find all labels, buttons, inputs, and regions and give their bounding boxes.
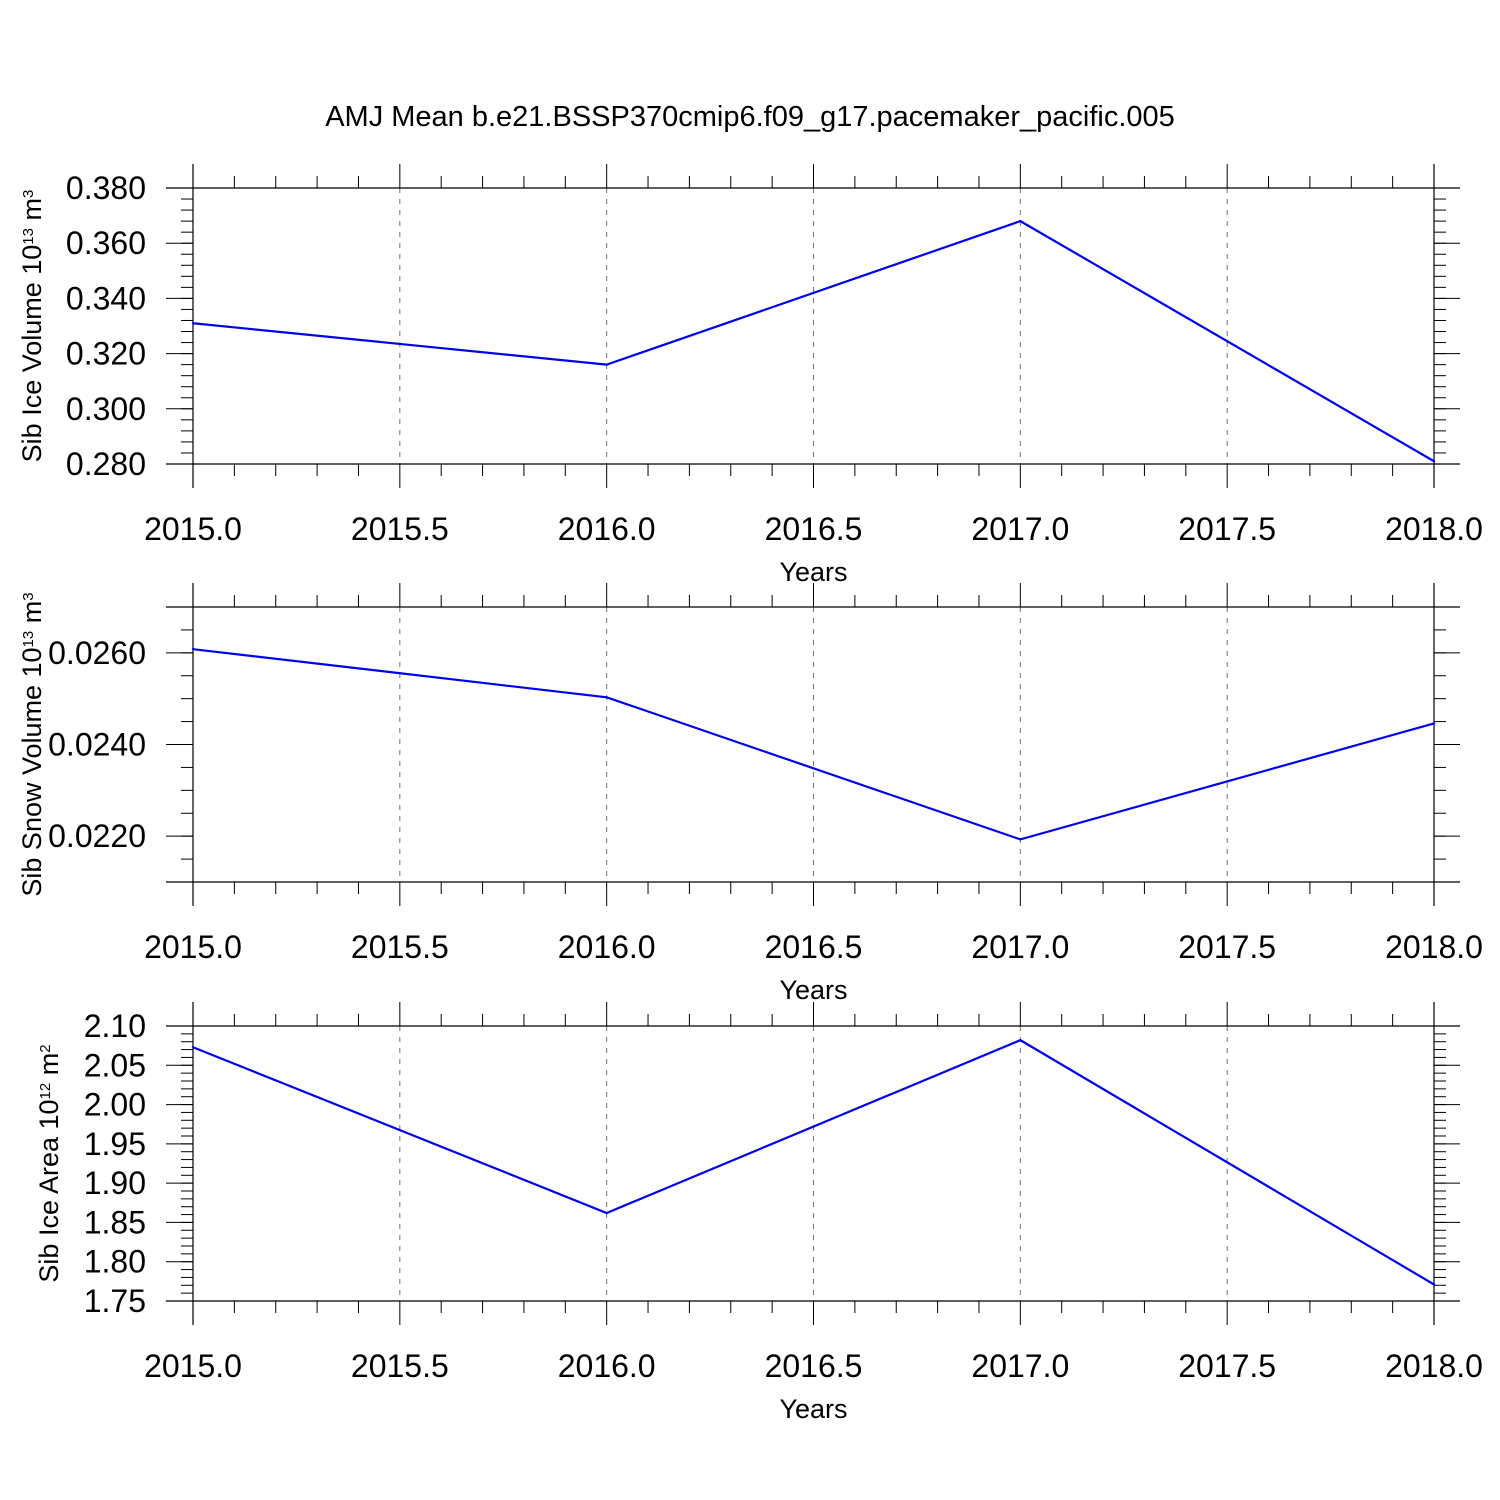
y-tick-label: 0.360 — [66, 225, 146, 261]
y-tick-label: 2.00 — [84, 1087, 146, 1123]
y-axis-title-superscript: 2 — [37, 1044, 54, 1052]
x-tick-label: 2016.0 — [558, 1348, 656, 1384]
y-axis-title-part: m — [17, 601, 47, 631]
data-point — [191, 1046, 195, 1049]
x-tick-label: 2017.0 — [971, 511, 1069, 547]
y-axis-title-superscript: 13 — [20, 228, 37, 245]
y-tick-label: 0.280 — [66, 446, 146, 482]
data-point — [1432, 460, 1436, 463]
y-axis-title-part: Sib Ice Volume 10 — [17, 245, 47, 463]
data-point — [605, 696, 608, 699]
x-tick-label: 2015.0 — [144, 511, 242, 547]
panel-1: 0.280 0.300 0.320 0.340 0.360 0.380 2015.0 2015… — [17, 164, 1483, 587]
x-tick-label: 2015.5 — [351, 1348, 449, 1384]
y-tick-label: 1.80 — [84, 1244, 146, 1280]
y-axis-title-part: Sib Snow Volume 10 — [17, 647, 47, 896]
series-line — [192, 648, 1435, 841]
y-axis-title: Sib Ice Area 1012 m2 — [34, 1044, 64, 1282]
y-tick-label: 2.05 — [84, 1047, 146, 1083]
series-line — [192, 1038, 1435, 1286]
data-point — [191, 322, 195, 325]
data-point — [1019, 838, 1022, 841]
y-tick-label: 1.95 — [84, 1126, 146, 1162]
y-axis-title-part: m — [17, 198, 47, 228]
y-tick-label: 0.320 — [66, 336, 146, 372]
y-axis-title-superscript: 13 — [20, 631, 37, 648]
data-point — [1019, 219, 1022, 223]
x-tick-label: 2017.5 — [1178, 929, 1276, 965]
x-tick-label: 2015.5 — [351, 511, 449, 547]
y-tick-label: 2.10 — [84, 1008, 146, 1044]
x-tick-label: 2017.5 — [1178, 1348, 1276, 1384]
y-tick-label: 0.0220 — [48, 818, 146, 854]
x-tick-label: 2016.5 — [765, 1348, 863, 1384]
y-tick-label: 1.90 — [84, 1165, 146, 1201]
y-tick-label: 0.340 — [66, 280, 146, 316]
y-axis-title-superscript: 12 — [37, 1083, 54, 1100]
x-tick-label: 2018.0 — [1385, 511, 1483, 547]
y-axis-title-superscript: 3 — [20, 592, 37, 600]
y-tick-label: 0.380 — [66, 170, 146, 206]
x-axis-title: Years — [779, 1394, 847, 1424]
y-tick-label: 0.0260 — [48, 635, 146, 671]
x-tick-label: 2016.0 — [558, 929, 656, 965]
y-axis-title-part: m — [34, 1053, 64, 1083]
x-tick-label: 2016.0 — [558, 511, 656, 547]
data-point — [605, 363, 608, 366]
y-axis-title-superscript: 3 — [20, 190, 37, 198]
panels: 0.280 0.300 0.320 0.340 0.360 0.380 2015.0 2015… — [17, 164, 1483, 1424]
data-point — [1432, 1283, 1436, 1286]
panel-3: 1.751.80 1.851.901.952.00 2.052.10 2015.0 20… — [34, 1002, 1483, 1424]
figure-title: AMJ Mean b.e21.BSSP370cmip6.f09_g17.pace… — [325, 101, 1175, 133]
y-tick-label: 1.85 — [84, 1204, 146, 1240]
y-axis-title-part: Sib Ice Area 10 — [34, 1099, 64, 1282]
x-tick-label: 2016.5 — [765, 511, 863, 547]
x-axis-title: Years — [779, 557, 847, 587]
x-tick-label: 2017.0 — [971, 1348, 1069, 1384]
data-point — [1019, 1038, 1022, 1042]
data-point — [605, 1211, 608, 1215]
x-tick-label: 2017.5 — [1178, 511, 1276, 547]
y-axis-title: Sib Ice Volume 1013 m3 — [17, 190, 47, 463]
x-tick-label: 2015.0 — [144, 929, 242, 965]
series-line — [192, 219, 1435, 463]
x-axis-title: Years — [779, 975, 847, 1005]
x-tick-label: 2016.5 — [765, 929, 863, 965]
x-tick-label: 2017.0 — [971, 929, 1069, 965]
x-tick-label: 2018.0 — [1385, 929, 1483, 965]
y-tick-label: 0.0240 — [48, 727, 146, 763]
data-point — [1432, 722, 1436, 725]
x-tick-label: 2018.0 — [1385, 1348, 1483, 1384]
y-tick-label: 0.300 — [66, 391, 146, 427]
y-tick-label: 1.75 — [84, 1283, 146, 1319]
y-axis-title: Sib Snow Volume 1013 m3 — [17, 592, 47, 896]
x-tick-label: 2015.0 — [144, 1348, 242, 1384]
panel-2: 0.0220 0.0240 0.0260 2015.0 2015.5 2016.0 2016… — [17, 583, 1483, 1005]
data-point — [191, 647, 195, 651]
x-tick-label: 2015.5 — [351, 929, 449, 965]
